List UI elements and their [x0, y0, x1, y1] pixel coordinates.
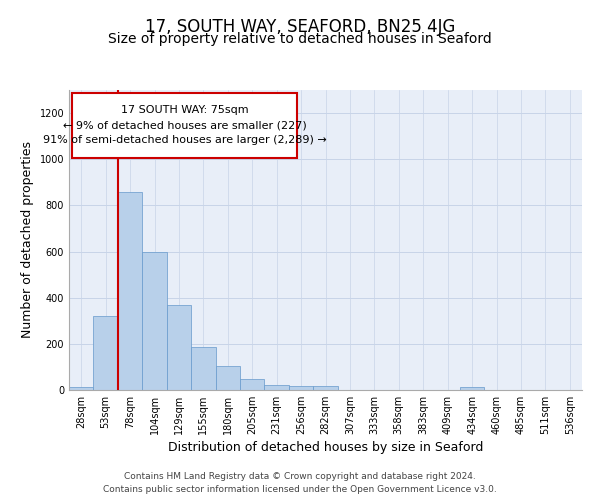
- Bar: [69, 386, 94, 390]
- Text: Contains HM Land Registry data © Crown copyright and database right 2024.: Contains HM Land Registry data © Crown c…: [124, 472, 476, 481]
- Bar: [191, 348, 215, 390]
- Bar: [460, 387, 484, 390]
- Text: 17, SOUTH WAY, SEAFORD, BN25 4JG: 17, SOUTH WAY, SEAFORD, BN25 4JG: [145, 18, 455, 36]
- Bar: [265, 385, 289, 390]
- Bar: [167, 304, 191, 390]
- Bar: [240, 379, 265, 390]
- Text: 17 SOUTH WAY: 75sqm
← 9% of detached houses are smaller (227)
91% of semi-detach: 17 SOUTH WAY: 75sqm ← 9% of detached hou…: [43, 106, 326, 145]
- Text: Contains public sector information licensed under the Open Government Licence v3: Contains public sector information licen…: [103, 485, 497, 494]
- Bar: [289, 386, 313, 390]
- Bar: [118, 192, 142, 390]
- Text: Size of property relative to detached houses in Seaford: Size of property relative to detached ho…: [108, 32, 492, 46]
- Bar: [94, 316, 118, 390]
- FancyBboxPatch shape: [71, 93, 297, 158]
- Bar: [313, 386, 338, 390]
- Bar: [215, 366, 240, 390]
- X-axis label: Distribution of detached houses by size in Seaford: Distribution of detached houses by size …: [168, 441, 483, 454]
- Bar: [142, 252, 167, 390]
- Y-axis label: Number of detached properties: Number of detached properties: [21, 142, 34, 338]
